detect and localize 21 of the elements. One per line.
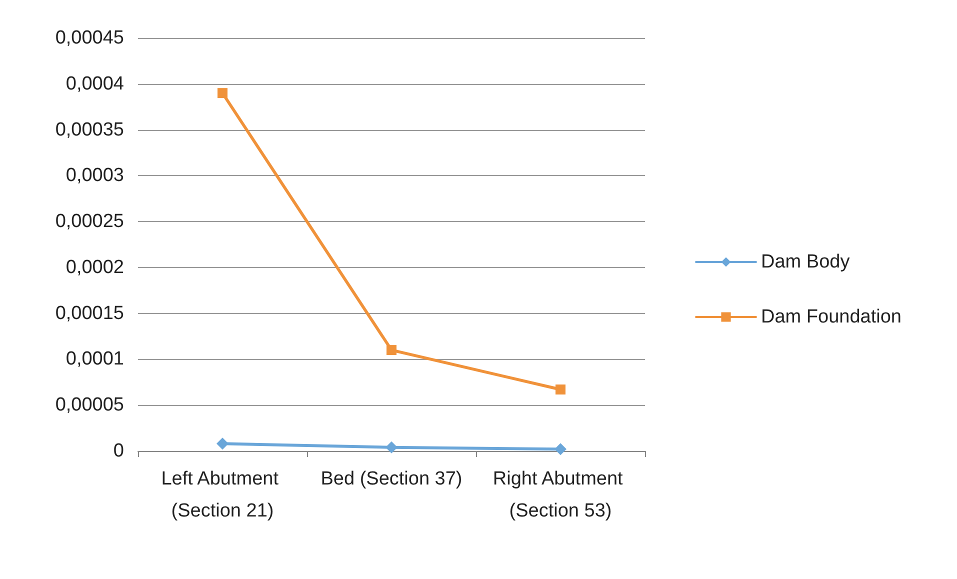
legend-label: Dam Body — [761, 252, 850, 272]
point — [216, 438, 228, 450]
point — [386, 345, 396, 356]
y-tick-label: 0 — [113, 440, 124, 462]
y-tick-label: 0,00045 — [55, 28, 124, 48]
x-tick-label: Right Abutment (Section 53) — [492, 468, 628, 522]
y-tick-label: 0,00015 — [55, 302, 124, 324]
x-tick-label: Left Abutment (Section 21) — [161, 468, 284, 522]
y-tick-label: 0,00025 — [55, 211, 124, 232]
point — [218, 88, 228, 98]
x-tick-label: Bed (Section 37) — [320, 468, 462, 490]
y-tick-label: 0,0004 — [66, 73, 124, 94]
point — [554, 443, 566, 456]
y-tick-label: 0,00035 — [55, 119, 124, 140]
point — [556, 384, 566, 395]
y-tick-label: 0,0001 — [66, 348, 124, 370]
point — [386, 441, 398, 454]
y-tick-label: 0,0003 — [66, 165, 124, 186]
legend-label: Dam Foundation — [761, 306, 902, 328]
y-tick-label: 0,00005 — [55, 394, 124, 416]
y-tick-label: 0,0002 — [66, 256, 124, 278]
